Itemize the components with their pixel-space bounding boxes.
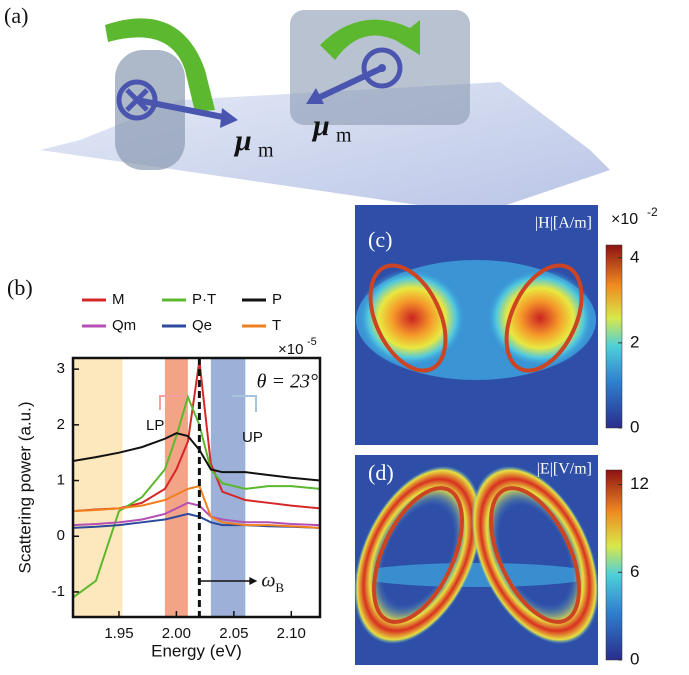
annotation: LP [146,417,164,434]
annotation: θ = 23° [257,371,318,393]
moment-subscript: m [336,125,352,147]
x-tick-label: 2.00 [162,625,191,642]
y-tick-label: 0 [57,527,65,544]
y-multiplier-exponent: -5 [307,336,317,348]
chart: 1.95 2.00 2.05 2.10 -1 0 1 2 3 Energy (eV) Scatter… [15,291,320,661]
colorbar-tick-label: 2 [630,332,639,351]
legend-label: P [272,291,282,308]
panel-label: (a) [4,3,28,28]
panel-label: (d) [368,460,394,485]
colorbar-tick-label: 0 [630,649,639,668]
y-tick-label: 1 [57,472,65,489]
colorbar-tick-label: 12 [630,474,649,493]
x-axis-label: Energy (eV) [151,641,242,660]
panel-label: (c) [368,227,392,252]
x-tick-label: 2.05 [219,625,248,642]
colorbar-multiplier: ×10 [611,211,638,228]
quantity-label: |E|[V/m] [537,461,592,478]
moment-subscript: m [258,140,274,162]
legend-label: Qm [112,317,136,334]
y-multiplier: ×10 [278,341,303,358]
annotation: ω [261,570,275,592]
figure: (a) μ m μ m (b) 1.952.002.052.10-10123En… [0,0,689,670]
y-tick-label: 3 [57,360,65,377]
panel-label: (b) [7,275,33,300]
legend-label: M [112,291,125,308]
y-tick-label: 2 [57,416,65,433]
annotation: B [275,580,284,595]
legend-label: Qe [192,317,212,334]
moment-symbol: μ [311,109,330,142]
annotation: UP [242,429,263,446]
x-tick-label: 1.95 [104,625,133,642]
colorbar-exponent: -2 [647,205,658,219]
colorbar-tick-label: 4 [630,247,639,266]
legend-label: P·T [192,291,216,308]
colorbar-tick-label: 0 [630,417,639,436]
arrow-head [249,577,257,585]
moment-symbol: μ [233,124,252,157]
y-axis-label: Scattering power (a.u.) [15,402,34,574]
colorbar-tick-label: 6 [630,562,639,581]
quantity-label: |H|[A/m] [535,215,592,232]
panel-c-map [355,205,622,445]
x-tick-label: 2.10 [277,625,306,642]
legend-label: T [272,317,281,334]
y-tick-label: -1 [52,583,65,600]
